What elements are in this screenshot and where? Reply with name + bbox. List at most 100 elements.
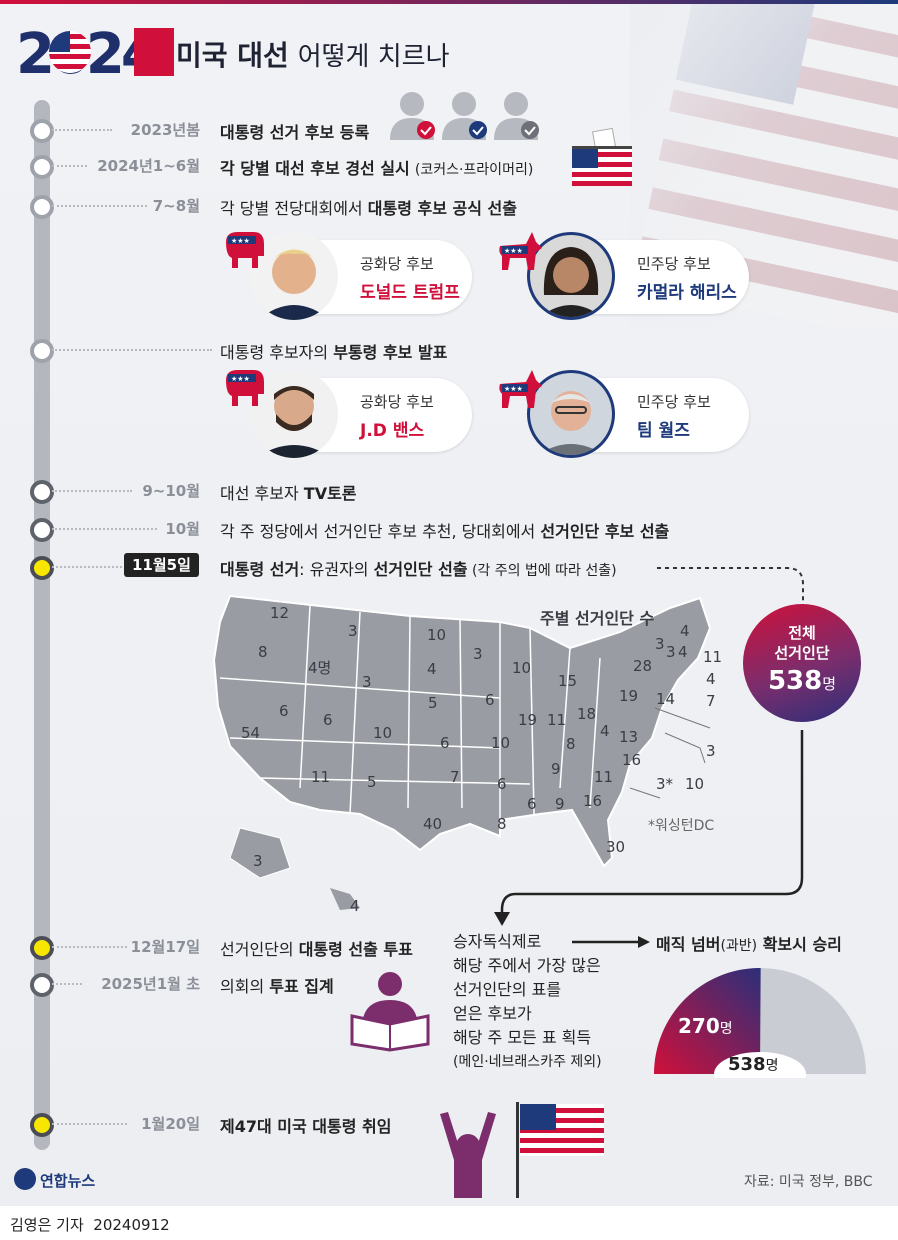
- state-count: 4: [427, 660, 437, 678]
- date-label: 12월17일: [130, 938, 200, 956]
- event-text: 대통령 선거 후보 등록: [220, 123, 370, 142]
- event-text: 각 당별 대선 후보 경선 실시 (코커스·프라이머리): [220, 159, 534, 178]
- timeline-node: [30, 480, 54, 504]
- donkey-icon: ★★★: [499, 370, 542, 408]
- state-count: 18: [577, 705, 597, 723]
- state-count: 6: [323, 711, 333, 729]
- state-count: 10: [512, 659, 532, 677]
- state-count: 4: [706, 670, 716, 688]
- elephant-icon: ★★★: [226, 370, 264, 406]
- state-count: 4: [600, 722, 610, 740]
- map-title: 주별 선거인단 수: [540, 609, 655, 628]
- majority-need-value: 270명: [678, 1014, 733, 1038]
- state-count: 3: [362, 673, 372, 691]
- date-label: 10월: [165, 520, 200, 538]
- event-text: 선거인단의 대통령 선출 투표: [220, 940, 413, 959]
- state-count: 3: [348, 622, 358, 640]
- timeline-dots: [52, 490, 132, 492]
- date-label: 9~10월: [142, 482, 200, 500]
- state-count: 8: [497, 815, 507, 833]
- date-label: 2025년1월 초: [101, 975, 200, 993]
- state-count: 5: [428, 694, 438, 712]
- winner-take-all-text: 승자독식제로 해당 주에서 가장 많은 선거인단의 표를 얻은 후보가 해당 주…: [453, 932, 602, 1070]
- svg-text:★★★: ★★★: [231, 375, 250, 383]
- credit-bar: 김영은 기자 20240912: [0, 1206, 898, 1240]
- state-count: 11: [311, 768, 331, 786]
- timeline-node: [30, 119, 54, 143]
- state-count: 3: [666, 643, 676, 661]
- state-count: 10: [427, 626, 447, 644]
- date-label: 2023년봄: [130, 121, 200, 139]
- state-count: 11: [547, 711, 567, 729]
- top-stripe: [0, 0, 898, 4]
- state-count: 19: [518, 711, 538, 729]
- state-count: 3: [473, 645, 483, 663]
- event-text: 제47대 미국 대통령 취임: [220, 1117, 392, 1136]
- state-count: 8: [566, 735, 576, 753]
- svg-text:★★★: ★★★: [231, 237, 250, 245]
- svg-text:★★★: ★★★: [504, 385, 523, 393]
- election-date-badge: 11월5일: [124, 553, 199, 577]
- page-title: 미국 대선 어떻게 치르나: [176, 39, 450, 72]
- majority-total-value: 538명: [728, 1054, 779, 1075]
- state-count: 7: [706, 692, 716, 710]
- state-count: 4명: [308, 659, 332, 677]
- flow-arrow: [494, 730, 804, 926]
- state-count: 7: [450, 768, 460, 786]
- state-count: 10: [685, 775, 705, 793]
- state-count: 9: [551, 760, 561, 778]
- svg-text:★★★: ★★★: [504, 247, 523, 255]
- event-text: 각 당별 전당대회에서 대통령 후보 공식 선출: [220, 199, 517, 218]
- state-count: 3*: [656, 775, 674, 793]
- candidate-photo: [250, 232, 338, 320]
- state-count: 28: [633, 657, 653, 675]
- state-count: 16: [583, 792, 603, 810]
- event-text: 의회의 투표 집계: [220, 977, 334, 996]
- state-count: 11: [594, 768, 614, 786]
- state-count: 8: [258, 643, 268, 661]
- timeline-dots: [52, 349, 212, 351]
- state-count: 19: [619, 687, 639, 705]
- state-count: 4: [350, 897, 360, 915]
- state-count: 6: [497, 775, 507, 793]
- ballot-box-icon: [572, 127, 632, 186]
- right-arrow-icon: [572, 936, 650, 948]
- state-count: 30: [606, 838, 626, 856]
- state-count: 13: [619, 728, 639, 746]
- majority-gauge: [654, 968, 866, 1078]
- state-count: 3: [655, 635, 665, 653]
- flag-circle-icon: [49, 31, 91, 73]
- timeline-node: [30, 518, 54, 542]
- timeline-dots: [52, 528, 157, 530]
- timeline-node: [30, 195, 54, 219]
- state-count: 10: [491, 734, 511, 752]
- event-text: 대통령 후보자의 부통령 후보 발표: [220, 343, 448, 362]
- majority-label: 매직 넘버(과반) 확보시 승리: [656, 935, 842, 954]
- candidate-photo: [527, 370, 615, 458]
- timeline-dots: [52, 165, 87, 167]
- event-text: 대선 후보자 TV토론: [220, 484, 357, 503]
- timeline-node: [30, 155, 54, 179]
- timeline-node: [30, 973, 54, 997]
- us-map: [212, 594, 712, 910]
- candidate-photo: [250, 370, 338, 458]
- map-note: *워싱턴DC: [648, 818, 715, 834]
- donkey-icon: ★★★: [499, 232, 542, 270]
- timeline-node-highlight: [30, 556, 54, 580]
- state-count: 40: [423, 815, 443, 833]
- date-label: 1월20일: [141, 1115, 200, 1133]
- state-count: 6: [279, 702, 289, 720]
- timeline-dots: [52, 1123, 127, 1125]
- state-count: 12: [270, 604, 290, 622]
- state-count: 10: [373, 724, 393, 742]
- inauguration-figure-icon: [440, 1102, 604, 1198]
- event-text: 대통령 선거: 유권자의 선거인단 선출 (각 주의 법에 따라 선출): [220, 560, 617, 579]
- state-count: 5: [367, 773, 377, 791]
- date-label: 2024년1~6월: [97, 157, 200, 175]
- candidate-photo: [527, 232, 615, 320]
- timeline-node-highlight: [30, 1113, 54, 1137]
- state-count: 4: [678, 643, 688, 661]
- elephant-icon: ★★★: [226, 232, 264, 268]
- state-count: 14: [656, 690, 676, 708]
